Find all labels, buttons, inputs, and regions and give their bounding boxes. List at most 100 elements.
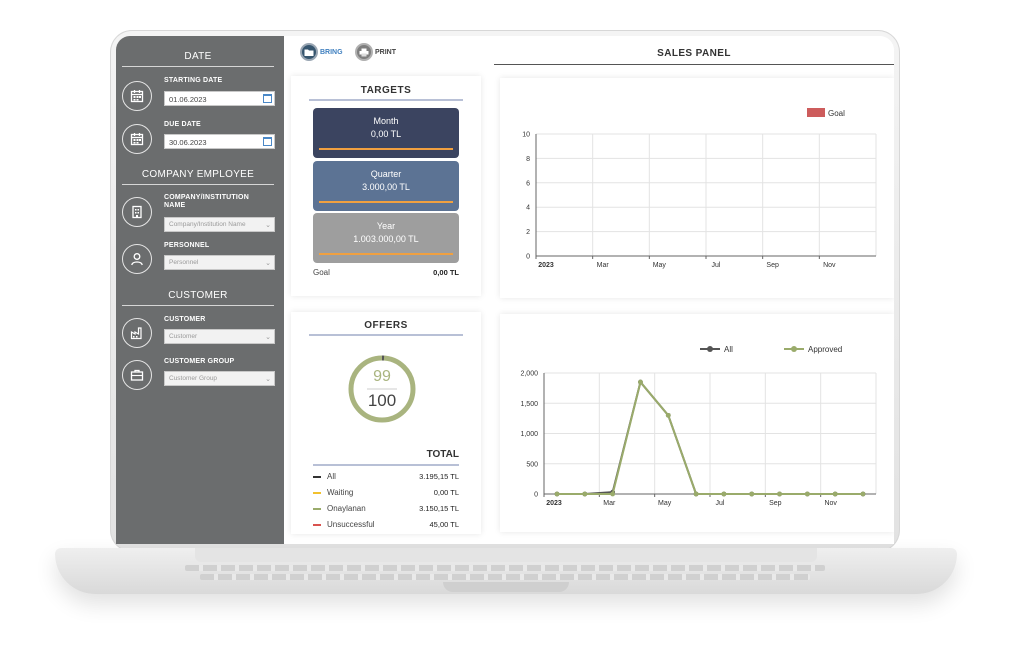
offer-summary-amount: 3.195,15 TL (419, 472, 459, 481)
x-tick-label: May (653, 262, 667, 269)
laptop-hinge (195, 548, 817, 562)
x-tick-label: May (658, 500, 672, 507)
year-value: 1.003.000,00 TL (353, 234, 419, 244)
starting-date-input[interactable]: 01.06.2023 (164, 91, 275, 106)
goal-row: Goal 0,00 TL (313, 268, 459, 277)
targets-title: TARGETS (360, 85, 412, 96)
company-select[interactable]: Company/Institution Name ⌄ (164, 217, 275, 232)
data-point-approved (777, 491, 782, 497)
legend-swatch (313, 523, 321, 526)
calendar-picker-icon[interactable] (263, 94, 272, 103)
total-title-rule (313, 464, 459, 466)
calendar-picker-icon[interactable] (263, 137, 272, 146)
briefcase-icon (122, 360, 152, 390)
data-point-approved (749, 491, 755, 497)
x-tick-label: Sep (766, 262, 779, 269)
legend-label-goal: Goal (828, 109, 845, 118)
x-tick-label: Sep (769, 500, 782, 507)
data-point-approved (665, 412, 671, 418)
y-tick-label: 2,000 (520, 371, 538, 378)
targets-title-rule (309, 99, 463, 101)
quarter-value: 3.000,00 TL (362, 182, 410, 192)
laptop-notch (443, 582, 569, 592)
y-tick-label: 1,000 (520, 431, 538, 438)
due-date-input[interactable]: 30.06.2023 (164, 134, 275, 149)
data-point-approved (582, 491, 588, 497)
starting-date-value: 01.06.2023 (169, 95, 207, 104)
total-title: TOTAL (426, 449, 459, 460)
customer-select-placeholder: Customer (169, 333, 198, 340)
app-screen: DATE STARTING DATE 01.06.2023 DUE DATE 3… (116, 36, 894, 544)
offers-ring (348, 355, 416, 423)
x-tick-label: Mar (597, 262, 610, 269)
goal-value: 0,00 TL (433, 268, 459, 277)
personnel-select-placeholder: Personnel (169, 259, 199, 266)
date-section-title: DATE (122, 51, 274, 67)
customer-label: CUSTOMER (164, 316, 206, 323)
company-label-line2: NAME (164, 202, 186, 209)
sales-panel-title: SALES PANEL (657, 48, 731, 59)
filter-sidebar: DATE STARTING DATE 01.06.2023 DUE DATE 3… (116, 36, 284, 544)
offer-summary-row: Unsuccessful 45,00 TL (313, 520, 459, 529)
data-point-approved (721, 491, 727, 497)
chevron-down-icon: ⌄ (265, 334, 271, 341)
quarter-target-box[interactable]: Quarter 3.000,00 TL (313, 161, 459, 211)
chevron-down-icon: ⌄ (265, 222, 271, 229)
data-point-approved (860, 491, 866, 497)
approved-count: 99 (373, 368, 391, 385)
company-label-line1: COMPANY/INSTITUTION (164, 194, 249, 201)
print-button[interactable]: PRINT (355, 43, 396, 61)
y-tick-label: 6 (526, 180, 530, 187)
y-tick-label: 10 (522, 132, 530, 139)
y-tick-label: 500 (526, 461, 538, 468)
keyboard-row (200, 574, 810, 580)
quarter-progress-bar (319, 201, 453, 203)
personnel-select[interactable]: Personnel ⌄ (164, 255, 275, 270)
customer-group-select-placeholder: Customer Group (169, 375, 218, 382)
company-label: COMPANY/INSTITUTION NAME (164, 194, 276, 210)
customer-group-select[interactable]: Customer Group ⌄ (164, 371, 275, 386)
goal-bar-chart: 0 2 4 6 8 10 2023 Mar May Jul Sep Nov Goal (522, 108, 877, 269)
month-target-box[interactable]: Month 0,00 TL (313, 108, 459, 158)
offer-summary-label: All (327, 472, 336, 481)
data-point-approved (804, 491, 810, 497)
data-point-approved (832, 491, 838, 497)
legend-marker-all (707, 346, 713, 352)
month-progress-bar (319, 148, 453, 150)
chevron-down-icon: ⌄ (265, 260, 271, 267)
year-target-box[interactable]: Year 1.003.000,00 TL (313, 213, 459, 263)
x-tick-label: Jul (712, 262, 721, 269)
chevron-down-icon: ⌄ (265, 376, 271, 383)
customer-select[interactable]: Customer ⌄ (164, 329, 275, 344)
bring-button[interactable]: BRING (300, 43, 343, 61)
offer-summary-amount: 3.150,15 TL (419, 504, 459, 513)
offers-line-chart: 0 500 1,000 1,500 2,000 2023 Mar May Jul Sep Nov Al… (520, 345, 877, 507)
data-point-approved (554, 491, 560, 497)
legend-marker-approved (791, 346, 797, 352)
offer-summary-row: Waiting 0,00 TL (313, 488, 459, 497)
goal-chart-card: 0 2 4 6 8 10 2023 Mar May Jul Sep Nov Goal (500, 78, 894, 298)
x-tick-label: Jul (716, 500, 725, 507)
quarter-label: Quarter (370, 169, 402, 179)
y-tick-label: 2 (526, 229, 530, 236)
data-point-approved (638, 379, 643, 385)
offer-summary-amount: 0,00 TL (433, 488, 459, 497)
company-select-placeholder: Company/Institution Name (169, 221, 246, 228)
calendar-icon (122, 81, 152, 111)
targets-card: TARGETS Month 0,00 TL Quarter 3.000,00 T… (291, 76, 481, 296)
offers-title-rule (309, 334, 463, 336)
legend-swatch (313, 491, 321, 494)
month-value: 0,00 TL (370, 129, 402, 139)
y-tick-label: 0 (534, 492, 538, 499)
legend-swatch (313, 475, 321, 478)
personnel-label: PERSONNEL (164, 242, 210, 249)
keyboard-row (185, 565, 825, 571)
x-tick-label: Nov (823, 262, 836, 269)
offers-card: OFFERS 99 100 TOTAL All 3.195,15 TL Waitin… (291, 312, 481, 534)
offer-summary-label: Onaylanan (327, 504, 366, 513)
offers-title: OFFERS (364, 320, 408, 331)
user-icon (122, 244, 152, 274)
x-tick-label: Mar (603, 500, 616, 507)
y-tick-label: 8 (526, 156, 530, 163)
